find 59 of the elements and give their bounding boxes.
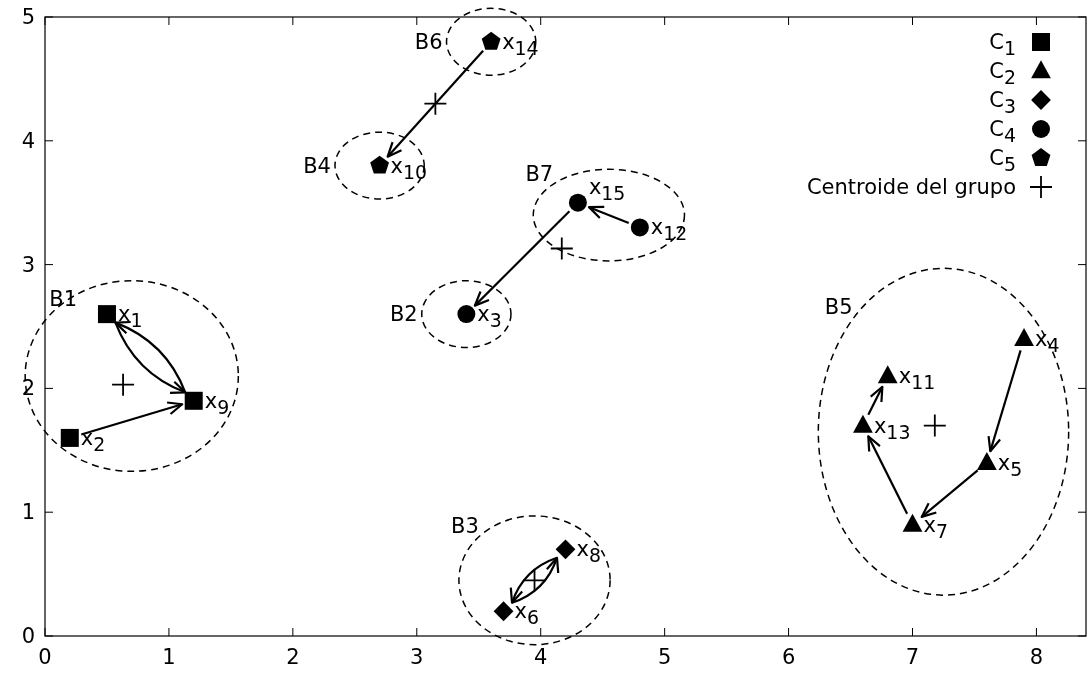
point xyxy=(853,414,873,433)
x-tick-label: 5 xyxy=(657,645,672,669)
annotation: x$_{8}$ xyxy=(576,537,601,567)
legend-label: C$_{4}$ xyxy=(989,117,1016,146)
y-tick-label: 1 xyxy=(21,500,35,525)
y-tick-label: 3 xyxy=(21,252,35,277)
point xyxy=(457,305,476,324)
annotation: x$_{3}$ xyxy=(477,302,502,331)
x-tick-label: 1 xyxy=(162,645,176,669)
legend-label: C$_{5}$ xyxy=(989,146,1016,175)
x-tick-label: 7 xyxy=(905,645,920,669)
point xyxy=(902,513,923,532)
y-tick-label: 5 xyxy=(21,5,35,29)
annotation: x$_{13}$ xyxy=(873,413,911,443)
annotation: B2 xyxy=(389,302,418,327)
annotation: x$_{1}$ xyxy=(117,302,143,331)
annotation: B3 xyxy=(451,513,479,538)
y-tick-label: 2 xyxy=(21,376,35,401)
x-tick-label: 4 xyxy=(534,645,548,669)
annotation: x$_{11}$ xyxy=(898,364,936,393)
annotation: x$_{6}$ xyxy=(514,599,539,628)
point xyxy=(976,451,997,470)
annotation: B4 xyxy=(303,153,331,178)
legend-label: C$_{3}$ xyxy=(989,88,1016,117)
point xyxy=(555,539,576,560)
point xyxy=(630,218,649,237)
annotation: x$_{14}$ xyxy=(502,29,539,59)
annotation: x$_{15}$ xyxy=(588,174,626,204)
x-tick-label: 3 xyxy=(410,645,424,669)
annotation: x$_{9}$ xyxy=(204,388,230,418)
legend-label: C$_{2}$ xyxy=(989,59,1016,88)
x-tick-label: 6 xyxy=(781,645,796,669)
point xyxy=(493,601,514,622)
annotation: B5 xyxy=(824,294,853,319)
annotation: B7 xyxy=(525,161,554,186)
legend-label: Centroide del grupo xyxy=(806,175,1016,199)
point xyxy=(1014,328,1034,347)
y-tick-label: 0 xyxy=(21,624,35,648)
point xyxy=(424,92,447,115)
point xyxy=(112,373,135,396)
annotation: x$_{5}$ xyxy=(997,450,1023,480)
point xyxy=(97,305,116,324)
annotation: x$_{10}$ xyxy=(390,153,428,183)
annotation: x$_{7}$ xyxy=(923,512,948,542)
point xyxy=(184,391,203,410)
point xyxy=(877,365,898,384)
x-tick-label: 0 xyxy=(38,645,52,669)
annotation: B1 xyxy=(49,287,77,312)
legend-label: C$_{1}$ xyxy=(989,30,1016,59)
annotation: x$_{12}$ xyxy=(650,215,688,245)
point xyxy=(481,31,501,50)
x-tick-label: 2 xyxy=(286,645,300,669)
point xyxy=(568,193,587,212)
annotation: x$_{4}$ xyxy=(1035,326,1060,356)
point xyxy=(60,428,79,447)
y-tick-label: 4 xyxy=(21,128,35,153)
x-tick-label: 8 xyxy=(1029,645,1044,669)
point xyxy=(370,155,390,174)
annotation: B6 xyxy=(414,29,443,54)
